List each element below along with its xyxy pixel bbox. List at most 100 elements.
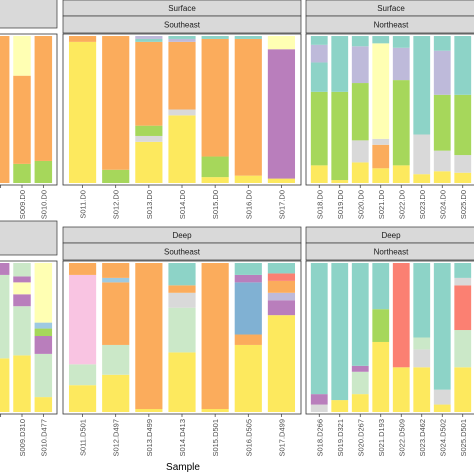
bar-segment-surface_southeast-2-1 — [135, 135, 163, 142]
strip-label: Deep — [381, 231, 401, 240]
bar-segment-surface_northeast-3-3 — [372, 43, 390, 139]
bar-segment-surface_northeast-1-2 — [331, 36, 349, 92]
bar-segment-surface_southeast-6-1 — [267, 49, 296, 179]
bar-segment-surface_northeast-0-1 — [310, 91, 328, 166]
x-tick-label: S021.D0 — [377, 190, 386, 219]
bar-segment-surface_southeast-6-0 — [267, 178, 296, 183]
bar-segment-deep_northeast-2-0 — [351, 394, 369, 412]
bar-segment-deep_southeast-1-3 — [102, 277, 130, 283]
bar-segment-surface_northeast-1-1 — [331, 91, 349, 181]
bar-segment-surface_northeast-2-1 — [351, 140, 369, 163]
bar-segment-deep_northeast-4-1 — [392, 263, 410, 368]
bar-segment-deep_southeast-6-5 — [267, 263, 296, 274]
bar-segment-surface_left-2-0 — [34, 160, 53, 183]
bar-segment-deep_northeast-4-0 — [392, 367, 410, 412]
bar-segment-surface_northeast-6-0 — [433, 171, 451, 183]
panel-surface_southeast: Surface Southeast S011.D0 S012.D0 S013.D0 S01… — [62, 0, 302, 219]
bar-segment-deep_left-2-5 — [34, 263, 53, 323]
bar-segment-deep_southeast-2-1 — [135, 263, 163, 410]
x-tick-label: S011.D501 — [79, 419, 88, 456]
strip-surface_southeast-1 — [62, 15, 302, 34]
bar-segment-deep_northeast-6-1 — [433, 389, 451, 405]
bar-segment-deep_left-2-3 — [34, 328, 53, 337]
bar-segment-deep_northeast-5-1 — [413, 349, 431, 368]
bar-segment-deep_left-0-0 — [0, 358, 10, 412]
bar-segment-deep_left-2-1 — [34, 353, 53, 398]
bar-segment-deep_southeast-5-0 — [234, 344, 262, 412]
bar-segment-deep_left-1-3 — [13, 282, 31, 295]
bar-segment-surface_southeast-6-2 — [267, 36, 296, 50]
bar-segment-surface_southeast-5-0 — [234, 175, 262, 183]
bar-segment-surface_northeast-4-2 — [392, 47, 410, 81]
strip-label: Surface — [377, 4, 405, 13]
x-tick-label: S025.D0 — [459, 190, 468, 219]
panel-surface_northeast: Surface Northeast S018.D0 S019.D0 S020.D0 S02… — [305, 0, 474, 219]
bar-segment-surface_northeast-0-0 — [310, 165, 328, 183]
x-tick-label: S018.D0 — [315, 190, 324, 219]
bar-segment-surface_northeast-0-3 — [310, 44, 328, 63]
strip-label: Deep — [172, 231, 192, 240]
x-tick-label: S018.D266 — [315, 419, 324, 457]
bar-segment-surface_left-1-1 — [13, 75, 31, 164]
bar-segment-surface_northeast-6-1 — [433, 150, 451, 172]
bar-segment-surface_northeast-2-3 — [351, 46, 369, 84]
bar-segment-deep_southeast-0-3 — [68, 263, 97, 275]
bar-segment-surface_left-0-0 — [0, 36, 10, 183]
bar-segment-surface_northeast-7-2 — [454, 94, 472, 156]
bar-segment-deep_southeast-5-2 — [234, 282, 262, 335]
x-tick-label: S014.D0 — [178, 190, 187, 219]
bar-segment-deep_left-0-2 — [0, 263, 10, 275]
bar-segment-deep_southeast-6-2 — [267, 292, 296, 301]
x-tick-label: S024.D0 — [438, 190, 447, 219]
bar-segment-deep_southeast-3-2 — [168, 292, 196, 308]
panel-surface_left: S009.D0 S010.D0 — [0, 0, 58, 219]
bar-segment-deep_northeast-7-1 — [454, 330, 472, 368]
x-tick-label: S024.D502 — [438, 419, 447, 457]
bar-segment-deep_northeast-7-4 — [454, 263, 472, 278]
panel-deep_left: S009.D310 S010.D477 — [0, 220, 58, 457]
bar-segment-surface_southeast-2-4 — [135, 38, 163, 42]
x-tick-label: S020.D267 — [356, 419, 365, 457]
panel-deep_northeast: Deep Northeast S018.D266 S019.D321 S020.D267… — [305, 226, 474, 457]
x-tick-label: S023.D462 — [418, 419, 427, 457]
x-axis-title: Sample — [166, 462, 200, 473]
panel-deep_southeast: Deep Southeast S011.D501 S012.D497 S013.D499… — [62, 226, 302, 457]
bar-segment-surface_left-2-1 — [34, 36, 53, 161]
bar-segment-deep_southeast-6-3 — [267, 280, 296, 293]
bar-segment-deep_northeast-6-0 — [433, 404, 451, 412]
x-tick-label: S016.D0 — [244, 190, 253, 219]
bar-segment-surface_northeast-5-1 — [413, 134, 431, 175]
bar-segment-surface_southeast-0-0 — [68, 41, 97, 183]
bar-segment-surface_southeast-3-3 — [168, 38, 196, 42]
strip-deep_northeast-1 — [305, 242, 474, 261]
bar-segment-deep_northeast-2-3 — [351, 263, 369, 366]
x-tick-label: S011.D0 — [79, 190, 88, 219]
strip-deep_left-cropped — [0, 220, 58, 256]
bar-segment-deep_southeast-3-1 — [168, 307, 196, 353]
bar-segment-surface_northeast-5-0 — [413, 174, 431, 183]
x-tick-label: S022.D509 — [397, 419, 406, 457]
bar-segment-surface_southeast-1-0 — [102, 169, 130, 183]
bar-segment-surface_southeast-4-3 — [201, 36, 229, 39]
bar-segment-deep_northeast-6-2 — [433, 263, 451, 390]
bar-segment-surface_southeast-2-5 — [135, 36, 163, 39]
x-tick-label: S022.D0 — [397, 190, 406, 219]
bar-segment-deep_northeast-5-2 — [413, 337, 431, 350]
bar-segment-deep_southeast-0-2 — [68, 274, 97, 365]
bar-segment-deep_southeast-5-1 — [234, 334, 262, 345]
bar-segment-deep_left-1-5 — [13, 263, 31, 277]
bar-segment-deep_southeast-5-4 — [234, 263, 262, 275]
bar-segment-surface_northeast-3-1 — [372, 144, 390, 169]
bar-segment-surface_northeast-6-2 — [433, 94, 451, 151]
bar-segment-deep_southeast-3-4 — [168, 263, 196, 286]
bar-segment-deep_northeast-7-3 — [454, 277, 472, 286]
x-tick-label: S023.D0 — [418, 190, 427, 219]
bar-segment-deep_left-2-2 — [34, 336, 53, 354]
bar-segment-deep_southeast-3-3 — [168, 285, 196, 293]
bar-segment-deep_left-1-0 — [13, 355, 31, 412]
bar-segment-deep_southeast-4-1 — [201, 263, 229, 410]
bar-segment-surface_northeast-7-3 — [454, 36, 472, 95]
strip-label: Northeast — [374, 248, 409, 257]
bar-segment-deep_northeast-0-2 — [310, 263, 328, 395]
